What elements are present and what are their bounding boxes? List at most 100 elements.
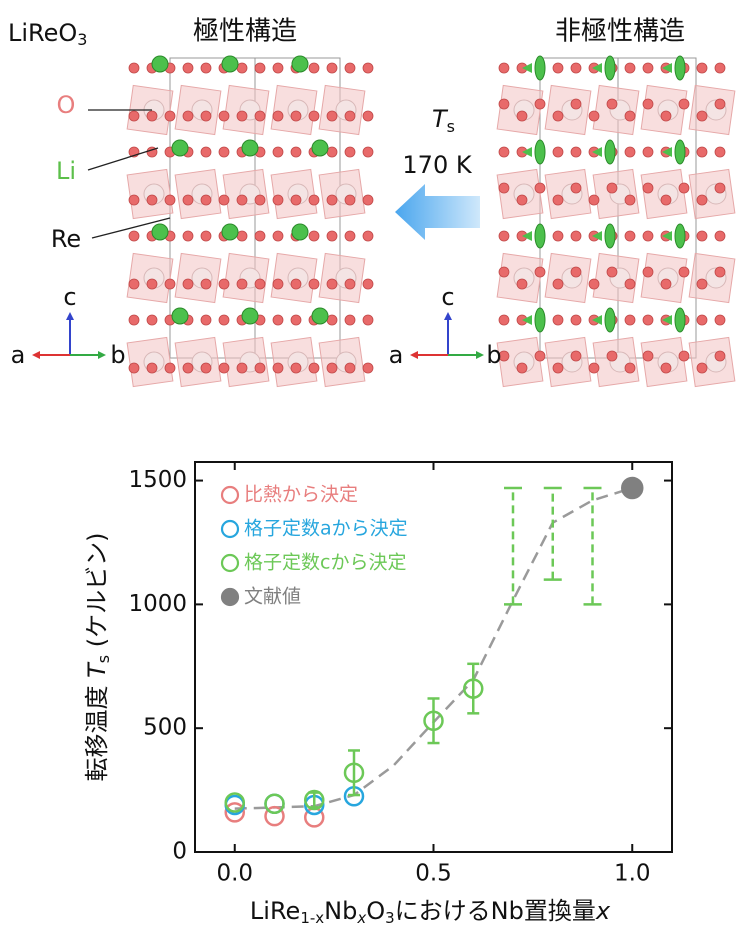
- li-atom: [312, 140, 328, 156]
- legend-marker: [222, 555, 238, 571]
- o-atom: [499, 315, 509, 325]
- ylabel-part: s: [94, 655, 113, 663]
- o-atom: [291, 147, 301, 157]
- o-atom: [643, 63, 653, 73]
- o-atom: [571, 147, 581, 157]
- legend-label: 比熱から決定: [244, 484, 358, 506]
- o-atom: [129, 111, 139, 121]
- li-atom: [605, 224, 615, 248]
- li-atom: [242, 308, 258, 324]
- o-atom: [715, 351, 725, 361]
- o-atom: [571, 231, 581, 241]
- o-atom: [255, 111, 265, 121]
- li-atom: [152, 56, 168, 72]
- arrowhead: [476, 351, 484, 359]
- li-atom: [535, 224, 545, 248]
- li-atom: [535, 140, 545, 164]
- xlabel-part: x: [595, 897, 611, 925]
- o-atom: [129, 363, 139, 373]
- o-atom: [255, 363, 265, 373]
- data-point: [266, 795, 284, 813]
- y-tick-label: 1500: [128, 467, 187, 493]
- o-atom: [309, 195, 319, 205]
- o-atom: [183, 363, 193, 373]
- o-atom: [697, 147, 707, 157]
- axes-glyph-right: c a b: [389, 283, 502, 369]
- o-atom: [219, 363, 229, 373]
- o-atom: [553, 315, 563, 325]
- o-atom: [201, 63, 211, 73]
- o-atom: [309, 279, 319, 289]
- o-atom: [715, 231, 725, 241]
- o-atom: [255, 231, 265, 241]
- arrowhead: [98, 351, 106, 359]
- o-atom: [535, 267, 545, 277]
- y-tick-label: 1000: [128, 591, 187, 617]
- o-atom: [607, 183, 617, 193]
- o-atom: [345, 231, 355, 241]
- o-atom: [697, 111, 707, 121]
- o-atom: [129, 231, 139, 241]
- o-atom: [697, 363, 707, 373]
- o-atom: [661, 111, 671, 121]
- o-atom: [607, 267, 617, 277]
- o-atom: [147, 195, 157, 205]
- o-atom: [607, 351, 617, 361]
- o-atom: [129, 315, 139, 325]
- li-atom: [292, 56, 308, 72]
- o-atom: [625, 231, 635, 241]
- li-atom: [675, 308, 685, 332]
- o-atom: [165, 111, 175, 121]
- o-atom: [553, 231, 563, 241]
- o-atom: [327, 231, 337, 241]
- li-atom: [675, 56, 685, 80]
- o-atom: [589, 363, 599, 373]
- xlabel-part: x: [356, 909, 366, 927]
- o-atom: [273, 63, 283, 73]
- o-atom: [643, 267, 653, 277]
- o-atom: [273, 363, 283, 373]
- pointer-line: [88, 148, 158, 170]
- page: {"illustration": { "formula": ["LiReO", …: [0, 0, 736, 931]
- o-atom: [571, 183, 581, 193]
- y-tick-label: 0: [172, 839, 187, 865]
- o-atom: [273, 279, 283, 289]
- axis-letter: b: [486, 341, 501, 369]
- o-atom: [291, 315, 301, 325]
- o-atom: [499, 99, 509, 109]
- transition-arrow: [395, 184, 480, 240]
- o-atom: [571, 63, 581, 73]
- o-atom: [715, 63, 725, 73]
- o-atom: [201, 195, 211, 205]
- o-atom: [607, 99, 617, 109]
- legend-label: 格子定数aから決定: [244, 518, 408, 540]
- o-atom: [327, 147, 337, 157]
- o-atom: [237, 279, 247, 289]
- x-tick-label: 0.5: [415, 861, 452, 887]
- legend-marker: [222, 487, 238, 503]
- range-bar: [544, 488, 562, 580]
- o-atom: [499, 231, 509, 241]
- o-atom: [363, 279, 373, 289]
- o-atom: [553, 111, 563, 121]
- o-atom: [201, 111, 211, 121]
- o-atom: [553, 195, 563, 205]
- o-atom: [715, 183, 725, 193]
- o-atom: [327, 363, 337, 373]
- axis-letter: b: [110, 341, 125, 369]
- axis-letter: c: [63, 283, 76, 311]
- o-atom: [697, 63, 707, 73]
- o-atom: [363, 363, 373, 373]
- transition-symbol: Ts: [432, 105, 455, 136]
- o-atom: [327, 195, 337, 205]
- o-atom: [679, 351, 689, 361]
- xlabel-part: 3: [385, 909, 395, 927]
- o-atom: [147, 315, 157, 325]
- y-axis-label: 転移温度 Ts (ケルビン): [83, 532, 113, 781]
- o-atom: [345, 147, 355, 157]
- o-atom: [679, 99, 689, 109]
- o-atom: [219, 111, 229, 121]
- o-atom: [625, 315, 635, 325]
- o-atom: [129, 195, 139, 205]
- o-atom: [643, 351, 653, 361]
